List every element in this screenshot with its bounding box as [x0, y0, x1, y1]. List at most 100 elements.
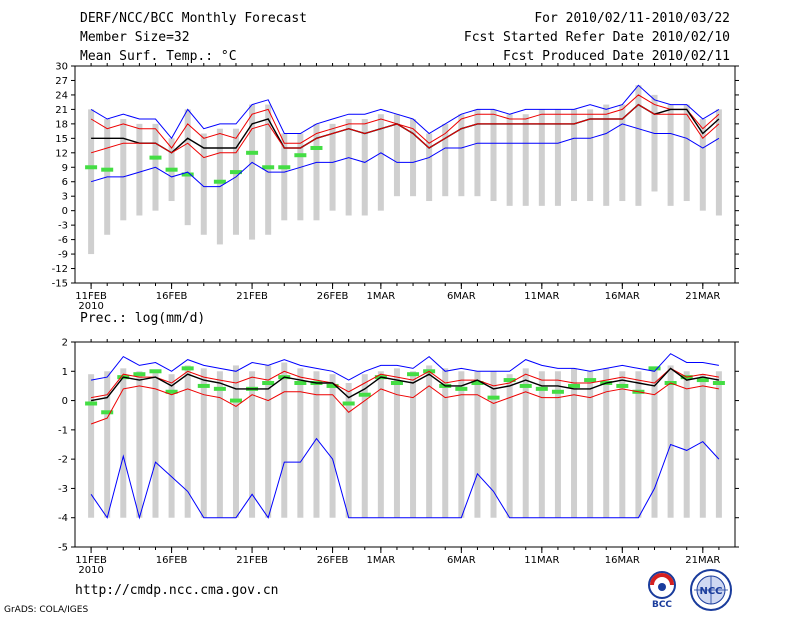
- precip-title: Prec.: log(mm/d): [80, 311, 205, 326]
- y-tick-label: 24: [55, 90, 68, 101]
- series-min-line: [90, 123, 720, 188]
- obs-marker: [197, 383, 210, 388]
- range-bar: [168, 374, 175, 518]
- range-bar: [587, 109, 594, 202]
- obs-marker: [358, 392, 371, 397]
- series-min-line: [90, 437, 720, 520]
- y-tick-label: 12: [55, 148, 68, 159]
- x-tick-label: 16MAR: [605, 555, 640, 566]
- x-tick-label: 26FEB: [317, 555, 349, 566]
- obs-marker: [101, 410, 114, 415]
- range-bar: [104, 371, 111, 518]
- range-bar: [506, 374, 513, 518]
- range-bar: [184, 109, 191, 226]
- range-bar: [683, 371, 690, 518]
- y-tick-label: 0: [62, 396, 68, 407]
- range-bar: [393, 368, 400, 518]
- obs-marker: [262, 165, 275, 170]
- range-bar: [313, 123, 320, 221]
- range-bar: [377, 371, 384, 518]
- panel-precipitation: 2 1 0 -1 -2 -3 -4 -5 11FEB 16FEB 21FEB 26FEB 1MAR 6MA…: [58, 311, 739, 576]
- x-tick-label: 11FEB: [75, 555, 107, 566]
- obs-marker: [181, 366, 194, 371]
- obs-marker: [551, 389, 564, 394]
- obs-marker: [262, 381, 275, 385]
- range-bar: [635, 371, 642, 518]
- range-bar: [120, 368, 127, 518]
- obs-marker: [213, 179, 226, 184]
- x-tick-label: 6MAR: [447, 555, 476, 566]
- range-bar: [232, 128, 239, 235]
- range-bar: [635, 85, 642, 206]
- obs-marker: [278, 165, 291, 170]
- range-bar: [699, 119, 706, 211]
- range-bar: [361, 374, 368, 518]
- obs-marker: [535, 386, 548, 391]
- obs-marker: [519, 383, 532, 388]
- range-bar: [216, 371, 223, 518]
- grads-credit: GrADS: COLA/IGES: [4, 605, 89, 615]
- x-tick-label: 21MAR: [685, 555, 720, 566]
- obs-marker: [181, 172, 194, 177]
- range-bar: [200, 368, 207, 518]
- obs-marker: [310, 145, 323, 150]
- website-url[interactable]: http://cmdp.ncc.cma.gov.cn: [75, 583, 279, 598]
- x-tick-label: 1MAR: [366, 291, 395, 302]
- range-bar: [538, 109, 545, 206]
- range-bar: [297, 133, 304, 221]
- range-bar: [603, 368, 610, 518]
- refer-date: Fcst Started Refer Date 2010/02/10: [463, 30, 730, 45]
- range-bar: [281, 362, 288, 518]
- range-bar: [410, 371, 417, 518]
- range-bar: [571, 368, 578, 518]
- range-bar: [458, 371, 465, 518]
- range-bar: [361, 119, 368, 216]
- series-max-line: [90, 84, 720, 140]
- range-bar: [136, 123, 143, 216]
- range-bar: [458, 114, 465, 197]
- x-tick-label: 21FEB: [236, 291, 268, 302]
- obs-marker: [149, 369, 162, 374]
- range-bar: [88, 374, 95, 518]
- range-bar: [426, 365, 433, 518]
- year-label: 2010: [78, 565, 103, 576]
- range-bar: [554, 109, 561, 206]
- y-tick-label: 30: [55, 62, 68, 73]
- range-bar: [265, 365, 272, 518]
- x-tick-label: 21MAR: [685, 291, 720, 302]
- range-bar: [715, 371, 722, 518]
- range-bar: [249, 104, 256, 240]
- range-bar: [136, 371, 143, 518]
- range-bar: [329, 374, 336, 518]
- range-bar: [667, 365, 674, 518]
- y-tick-label: -3: [58, 484, 68, 495]
- x-tick-label: 21FEB: [236, 555, 268, 566]
- produced-date: Fcst Produced Date 2010/02/11: [503, 49, 730, 64]
- y-tick-label: 9: [62, 163, 68, 174]
- range-bar: [442, 368, 449, 518]
- range-bar: [506, 114, 513, 206]
- obs-marker: [584, 378, 597, 383]
- obs-marker: [326, 383, 339, 388]
- range-bar: [619, 104, 626, 202]
- obs-marker: [455, 386, 468, 391]
- y-tick-label: 3: [62, 192, 68, 203]
- range-bar: [651, 94, 658, 192]
- obs-marker: [229, 398, 242, 403]
- x-tick-label: 26FEB: [317, 291, 349, 302]
- x-tick-label: 11FEB: [75, 291, 107, 302]
- range-bar: [297, 368, 304, 518]
- range-bar: [522, 368, 529, 518]
- obs-marker: [85, 401, 98, 406]
- range-bar: [393, 114, 400, 197]
- y-tick-label: -9: [58, 250, 68, 261]
- obs-marker: [85, 165, 98, 170]
- forecast-range: For 2010/02/11-2010/03/22: [534, 11, 730, 26]
- obs-marker: [407, 372, 420, 377]
- y-tick-label: 2: [62, 338, 68, 349]
- obs-marker: [648, 366, 661, 371]
- obs-marker: [133, 372, 146, 377]
- y-tick-label: 18: [55, 119, 68, 130]
